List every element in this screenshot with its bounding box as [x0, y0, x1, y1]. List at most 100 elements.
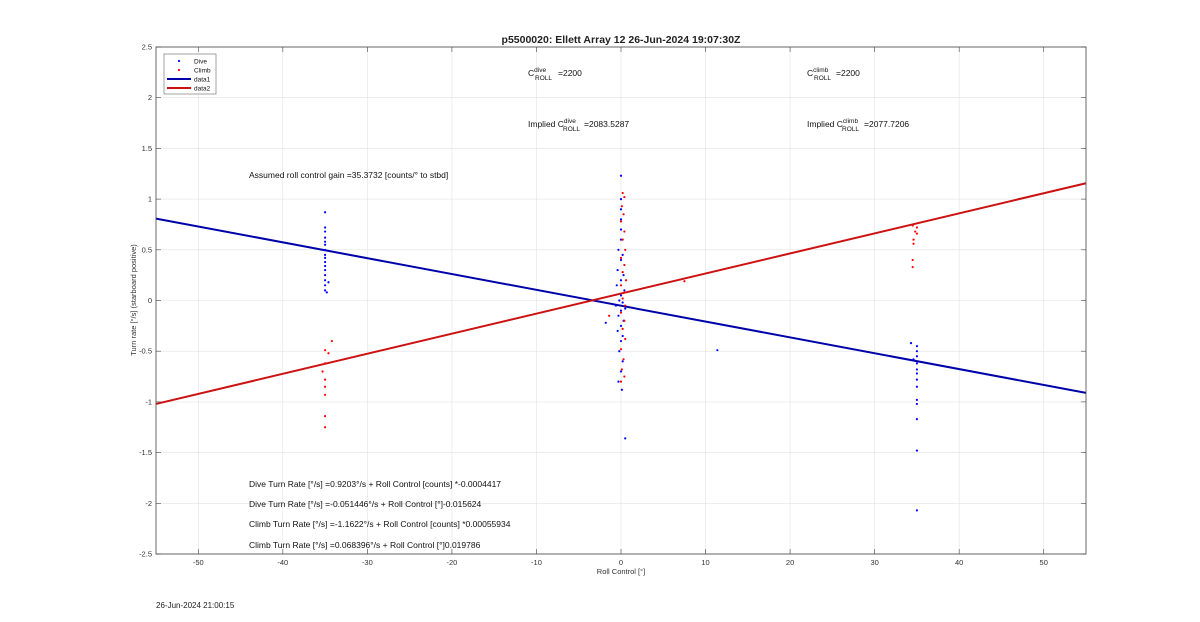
climb-data-point — [323, 362, 327, 365]
dive-data-point — [604, 321, 607, 324]
x-tick-label: -30 — [362, 558, 373, 567]
y-axis-ticks: -2.5 -2 -1.5 -1 -0.5 0 0.5 1 1.5 2 2.5 — [139, 43, 1086, 559]
dive-data-point — [618, 299, 621, 302]
climb-data-point — [683, 280, 686, 283]
c-roll-climb-value: =2200 — [836, 68, 860, 78]
c-roll-dive-sub: ROLL — [535, 75, 552, 82]
x-tick-label: 0 — [619, 558, 623, 567]
climb-data-point — [623, 375, 626, 378]
fit-lines — [155, 182, 1087, 405]
x-tick-label: -20 — [446, 558, 457, 567]
implied-climb-label: Implied C — [807, 119, 843, 129]
climb-data-point — [327, 352, 330, 355]
climb-data-point — [622, 358, 625, 361]
climb-data-point — [624, 248, 627, 251]
x-axis-label: Roll Control [°] — [597, 567, 645, 576]
c-roll-climb-annotation: Cclimb ROLL =2200 — [807, 67, 860, 82]
data-points — [321, 174, 919, 512]
dive-data-point — [617, 314, 620, 317]
climb-data-point — [911, 258, 914, 262]
climb-data-point — [622, 213, 625, 216]
dive-data-point — [323, 248, 327, 251]
dive-data-point — [915, 398, 919, 401]
dive-data-point — [621, 301, 624, 304]
legend-marker-dive — [177, 59, 181, 63]
climb-data-point — [624, 337, 627, 341]
dive-data-point — [619, 228, 623, 231]
footer-timestamp: 26-Jun-2024 21:00:15 — [156, 601, 235, 610]
climb-data-point — [323, 378, 327, 381]
dive-data-point — [323, 236, 327, 239]
dive-data-point — [323, 243, 327, 246]
dive-data-point — [915, 350, 919, 353]
c-roll-dive-annotation: Cdive ROLL =2200 — [528, 67, 582, 82]
c-roll-dive-label: C — [528, 68, 534, 78]
implied-climb-value: =2077.7206 — [864, 119, 909, 129]
dive-data-point — [323, 256, 327, 260]
dive-data-point — [622, 274, 625, 277]
implied-climb-sup: climb — [843, 118, 859, 125]
climb-data-point — [914, 230, 917, 233]
dive-data-point — [323, 289, 327, 292]
legend-label-dive: Dive — [194, 59, 207, 66]
c-roll-climb-sup: climb — [813, 67, 829, 74]
dive-data-point — [323, 279, 327, 282]
implied-c-roll-dive-annotation: Implied Cdive ROLL =2083.5287 — [528, 118, 629, 133]
dive-data-point — [619, 309, 623, 312]
legend-marker-climb — [177, 68, 181, 72]
dive-data-point — [323, 274, 327, 277]
implied-dive-label: Implied C — [528, 119, 564, 129]
dive-data-point — [915, 345, 919, 348]
x-tick-label: 30 — [870, 558, 878, 567]
dive-data-point — [620, 388, 623, 391]
dive-data-point — [323, 253, 327, 256]
climb-data-point — [623, 291, 626, 294]
y-axis-label: Turn rate [°/s] (starboard positive) — [129, 244, 138, 356]
dive-data-point — [325, 291, 328, 294]
dive-data-point — [624, 437, 627, 440]
c-roll-climb-label: C — [807, 68, 813, 78]
implied-dive-value: =2083.5287 — [584, 119, 629, 129]
climb-data-point — [323, 349, 327, 352]
dive-data-point — [323, 264, 327, 268]
dive-data-point — [915, 372, 919, 375]
dive-data-point — [619, 339, 623, 343]
c-roll-dive-sup: dive — [534, 67, 546, 74]
climb-data-point — [621, 238, 624, 241]
dive-data-point — [619, 218, 623, 221]
dive-data-point — [323, 230, 327, 233]
dive-data-point — [327, 281, 330, 284]
climb-data-point — [621, 327, 624, 330]
dive-data-point — [323, 226, 327, 229]
climb-counts-equation: Climb Turn Rate [°/s] =-1.1622°/s + Roll… — [249, 519, 511, 529]
dive-data-point — [915, 362, 919, 365]
dive-data-point — [615, 284, 618, 287]
dive-data-point — [619, 174, 623, 177]
y-tick-label: 1.5 — [142, 144, 152, 153]
dive-data-point — [619, 198, 623, 201]
dive-data-point — [618, 350, 621, 353]
dive-data-point — [619, 294, 623, 297]
implied-dive-sub: ROLL — [563, 126, 580, 133]
dive-data-point — [915, 368, 919, 371]
y-tick-label: -2 — [145, 499, 152, 508]
dive-data-point — [616, 329, 619, 333]
y-tick-label: 2 — [148, 93, 152, 102]
climb-data-point — [619, 256, 623, 260]
implied-climb-sub: ROLL — [842, 126, 859, 133]
dive-data-point — [621, 334, 624, 338]
climb-data-point — [623, 230, 626, 233]
climb-data-point — [623, 263, 626, 267]
y-tick-label: -1 — [145, 397, 152, 406]
climb-data-point — [323, 393, 327, 396]
dive-data-point — [619, 208, 623, 211]
chart-title: p5500020: Ellett Array 12 26-Jun-2024 19… — [502, 34, 741, 46]
y-tick-label: -0.5 — [139, 347, 152, 356]
dive-data-point — [915, 509, 919, 512]
climb-data-point — [621, 271, 624, 274]
climb-data-point — [619, 311, 623, 314]
dive-data-point — [915, 378, 919, 381]
climb-data-point — [912, 242, 915, 245]
legend-label-data2: data2 — [194, 86, 211, 93]
